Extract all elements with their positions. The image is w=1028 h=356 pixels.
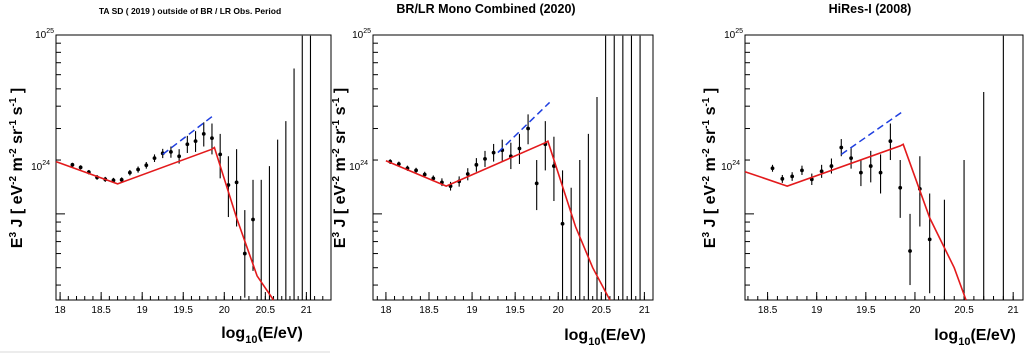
- data-point: [127, 170, 132, 175]
- x-tick-label: 18: [55, 305, 67, 316]
- x-tick-label: 21: [639, 305, 651, 316]
- data-point: [78, 165, 83, 170]
- y-axis-label: E3 J [ eV-2 m-2 sr-1 s-1 ]: [331, 88, 349, 248]
- x-tick-label: 20.5: [592, 305, 612, 316]
- data-point: [136, 167, 140, 172]
- y-axis-label: E3 J [ eV-2 m-2 sr-1 s-1 ]: [701, 88, 719, 248]
- x-tick-label: 20: [219, 305, 231, 316]
- data-point: [888, 139, 893, 144]
- data-point: [849, 156, 853, 161]
- data-point: [819, 169, 824, 174]
- x-tick-label: 20: [553, 305, 565, 316]
- data-point: [927, 237, 932, 242]
- x-tick-label: 19: [137, 305, 149, 316]
- chart-title: BR/LR Mono Combined (2020): [396, 2, 575, 16]
- x-tick-label: 20.5: [954, 305, 974, 316]
- data-point: [242, 251, 247, 256]
- y-axis-label: E3 J [ eV-2 m-2 sr-1 s-1 ]: [8, 88, 26, 248]
- fit-line: [55, 146, 275, 301]
- data-point: [465, 172, 470, 176]
- chart-panel-hires: HiRes-I (2008) E3 J [ eV-2 m-2 sr-1 s-1 …: [701, 2, 1024, 348]
- fit-line: [744, 143, 967, 301]
- x-tick-label: 18.5: [419, 305, 439, 316]
- data-point: [560, 221, 565, 226]
- plot-frame: [372, 34, 654, 301]
- extrapolation-line: [497, 101, 551, 154]
- x-tick-label: 19.5: [856, 305, 876, 316]
- data-point: [396, 162, 401, 166]
- data-point: [201, 131, 206, 136]
- x-tick-label: 19: [811, 305, 823, 316]
- data-point: [177, 154, 182, 159]
- data-point: [868, 164, 873, 168]
- data-point: [474, 162, 479, 167]
- data-point: [908, 249, 912, 253]
- data-point: [119, 177, 124, 182]
- data-point: [517, 146, 522, 151]
- data-point: [898, 185, 903, 190]
- data-point: [210, 136, 214, 141]
- x-tick-label: 18: [380, 305, 392, 316]
- x-axis-label: log10(E/eV): [934, 327, 1016, 348]
- data-point: [152, 156, 157, 161]
- data-point: [169, 150, 173, 154]
- data-point: [534, 181, 539, 186]
- plot-frame: [744, 34, 1024, 301]
- x-tick-label: 20.5: [256, 305, 276, 316]
- chart-panel-ta-sd: TA SD ( 2019 ) outside of BR / LR Obs. P…: [8, 6, 332, 346]
- x-tick-label: 18.5: [91, 305, 111, 316]
- data-point: [491, 150, 496, 155]
- x-tick-label: 19: [467, 305, 479, 316]
- x-tick-label: 19.5: [505, 305, 525, 316]
- x-tick-label: 21: [1008, 305, 1020, 316]
- x-axis-label: log10(E/eV): [564, 327, 646, 348]
- data-point: [431, 176, 436, 181]
- data-point: [770, 166, 775, 171]
- data-point: [251, 217, 255, 222]
- data-point: [780, 176, 785, 181]
- data-point: [483, 156, 487, 161]
- x-tick-label: 21: [301, 305, 313, 316]
- data-point: [234, 180, 239, 185]
- x-axis-label: log10(E/eV): [221, 325, 303, 346]
- data-point: [829, 164, 834, 168]
- data-point: [193, 139, 198, 144]
- chart-title: TA SD ( 2019 ) outside of BR / LR Obs. P…: [99, 6, 281, 16]
- x-tick-label: 18.5: [758, 305, 778, 316]
- data-point: [218, 152, 223, 157]
- x-tick-label: 20: [909, 305, 921, 316]
- plot-frame: [55, 34, 332, 301]
- x-tick-label: 19.5: [174, 305, 194, 316]
- data-point: [859, 170, 863, 175]
- fit-line: [385, 140, 611, 301]
- extrapolation-line: [840, 110, 904, 156]
- data-point: [70, 162, 75, 167]
- chart-panel-br-lr: BR/LR Mono Combined (2020) E3 J [ eV-2 m…: [331, 2, 654, 348]
- data-point: [878, 170, 883, 175]
- data-point: [526, 126, 530, 131]
- data-point: [144, 163, 149, 168]
- chart-title: HiRes-I (2008): [829, 2, 912, 16]
- data-point: [414, 168, 418, 173]
- data-point: [790, 174, 795, 179]
- data-point: [422, 172, 427, 177]
- data-point: [839, 145, 844, 150]
- data-point: [800, 168, 804, 173]
- data-point: [226, 183, 231, 187]
- data-point: [185, 142, 190, 147]
